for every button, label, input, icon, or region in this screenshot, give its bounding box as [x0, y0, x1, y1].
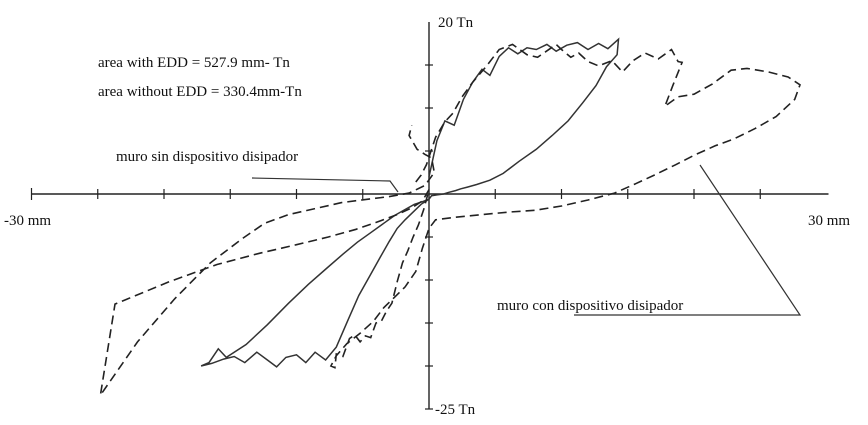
x-max-label: 30 mm [808, 213, 850, 229]
annotation-area-without-edd: area without EDD = 330.4mm-Tn [98, 84, 302, 100]
annotation-area-with-edd: area with EDD = 527.9 mm- Tn [98, 55, 290, 71]
tick-marks [97, 64, 761, 367]
leader-sin-dispositivo [251, 177, 399, 193]
series-line-con-dispositivo [99, 43, 801, 396]
leader-con-dispositivo [574, 164, 802, 316]
y-max-label: 20 Tn [438, 15, 474, 31]
annotation-muro-sin-dispositivo: muro sin dispositivo disipador [116, 149, 298, 165]
x-min-label: -30 mm [4, 213, 51, 229]
y-min-label: -25 Tn [435, 402, 476, 418]
axes [30, 22, 829, 410]
series-layer [99, 37, 801, 396]
annotation-muro-con-dispositivo: muro con dispositivo disipador [497, 298, 683, 314]
annotation-leaders [251, 164, 802, 316]
labels: 20 Tn -25 Tn -30 mm 30 mm area with EDD … [4, 15, 850, 418]
